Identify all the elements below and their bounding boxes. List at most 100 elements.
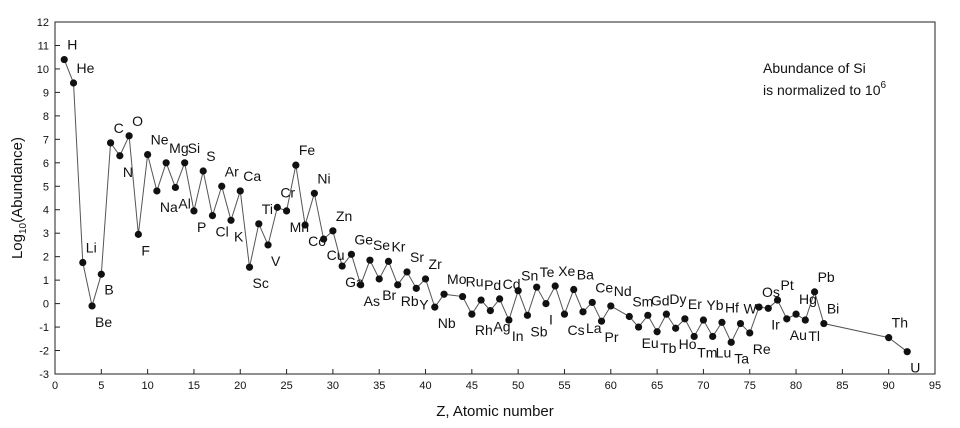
data-point-Rb xyxy=(394,281,402,289)
element-label-I: I xyxy=(549,312,553,328)
data-point-Ag xyxy=(486,307,494,315)
element-label-Cr: Cr xyxy=(280,184,295,200)
data-point-Hg xyxy=(792,310,800,318)
element-label-Rb: Rb xyxy=(401,293,419,309)
x-axis-ticks: 0 5 10 15 20 25 30 35 40 45 50 55 60 65 70 75 80 85 90 95 xyxy=(52,369,941,392)
data-point-Sm xyxy=(625,312,633,321)
data-point-Mo xyxy=(440,290,448,298)
data-point-U xyxy=(903,348,911,356)
element-label-Cs: Cs xyxy=(567,322,584,338)
y-tick-label: 12 xyxy=(37,17,49,29)
element-label-Ge: Ge xyxy=(354,231,373,247)
element-label-Kr: Kr xyxy=(391,238,405,254)
element-label-K: K xyxy=(234,228,244,244)
element-label-Na: Na xyxy=(160,199,178,215)
data-point-Sb xyxy=(523,311,532,319)
x-tick-label: 40 xyxy=(419,380,431,392)
element-label-Sn: Sn xyxy=(521,268,538,284)
data-point-Er xyxy=(681,315,689,323)
y-tick-label: 11 xyxy=(38,40,49,52)
data-point-Yb xyxy=(699,316,708,324)
normalization-note-line1: Abundance of Si xyxy=(763,60,866,76)
x-tick-label: 70 xyxy=(697,380,709,392)
data-point-Eu xyxy=(634,323,643,331)
y-tick-label: 5 xyxy=(43,181,49,193)
element-label-Mg: Mg xyxy=(169,140,188,156)
x-tick-label: 5 xyxy=(98,380,104,392)
data-point-I xyxy=(542,300,550,308)
element-label-La: La xyxy=(586,320,602,336)
element-label-In: In xyxy=(512,328,524,344)
element-label-F: F xyxy=(141,242,150,258)
data-point-Mg xyxy=(162,159,170,167)
data-point-H xyxy=(60,55,68,64)
element-label-Cd: Cd xyxy=(503,276,521,292)
element-label-Sc: Sc xyxy=(253,275,269,291)
x-tick-label: 35 xyxy=(373,380,385,392)
element-label-Nd: Nd xyxy=(614,283,632,299)
x-tick-label: 0 xyxy=(52,380,58,392)
data-point-F xyxy=(134,230,142,238)
x-tick-label: 25 xyxy=(280,380,292,392)
element-label-Tb: Tb xyxy=(660,340,677,356)
normalization-note-text: is normalized to 10 xyxy=(763,82,881,98)
element-label-As: As xyxy=(364,293,380,309)
element-label-Xe: Xe xyxy=(558,263,575,279)
element-label-Os: Os xyxy=(762,284,780,300)
x-tick-label: 45 xyxy=(466,380,478,392)
y-tick-label: -1 xyxy=(39,322,49,334)
data-point-Pd xyxy=(477,296,485,304)
data-point-Dy xyxy=(662,310,670,318)
data-point-Tb xyxy=(653,328,661,336)
element-label-Tm: Tm xyxy=(697,344,717,360)
element-label-Al: Al xyxy=(178,195,190,211)
x-tick-label: 20 xyxy=(234,380,246,392)
element-label-Pb: Pb xyxy=(818,269,835,285)
x-tick-label: 50 xyxy=(512,380,524,392)
data-point-Tl xyxy=(801,316,809,324)
element-label-Mo: Mo xyxy=(447,271,467,287)
data-point-Bi xyxy=(820,319,828,328)
element-label-Ba: Ba xyxy=(577,267,594,283)
data-point-Ba xyxy=(570,285,578,294)
y-axis-title-rest: (Abundance) xyxy=(9,137,26,223)
element-label-Tl: Tl xyxy=(808,328,820,344)
x-axis-title: Z, Atomic number xyxy=(436,403,554,420)
data-point-N xyxy=(116,152,124,160)
data-point-Cd xyxy=(496,295,504,303)
normalization-note-line2: is normalized to 106 xyxy=(763,80,887,98)
element-label-P: P xyxy=(197,219,206,235)
data-point-Rh xyxy=(468,310,476,318)
plot-frame xyxy=(54,21,936,375)
element-label-Hg: Hg xyxy=(799,291,817,307)
data-point-Ce xyxy=(588,298,596,307)
x-tick-label: 75 xyxy=(744,380,756,392)
data-point-Kr xyxy=(384,257,393,265)
x-tick-label: 55 xyxy=(558,380,570,392)
x-tick-label: 65 xyxy=(651,380,663,392)
data-point-Zr xyxy=(421,275,430,283)
y-tick-label: 8 xyxy=(43,111,49,123)
y-tick-label: -2 xyxy=(39,346,49,358)
element-label-Ga: Ga xyxy=(345,274,364,290)
data-point-Fe xyxy=(292,161,300,169)
x-tick-label: 10 xyxy=(142,380,154,392)
data-point-Cu xyxy=(320,235,328,243)
data-point-K xyxy=(227,216,235,224)
data-point-Y xyxy=(412,284,420,292)
element-label-Er: Er xyxy=(688,296,702,312)
y-tick-label: 6 xyxy=(43,158,49,170)
y-tick-label: 9 xyxy=(43,87,49,99)
data-point-B xyxy=(97,270,105,278)
data-point-Nd xyxy=(607,302,615,310)
data-point-Ru xyxy=(458,292,467,301)
element-label-Ar: Ar xyxy=(225,163,239,179)
element-label-U: U xyxy=(910,360,920,376)
element-label-O: O xyxy=(132,113,143,129)
y-axis-title: Log10(Abundance) xyxy=(9,137,29,259)
data-point-Te xyxy=(533,283,541,291)
y-tick-label: -3 xyxy=(39,369,49,381)
element-label-Ti: Ti xyxy=(262,201,273,217)
element-label-Rh: Rh xyxy=(475,322,493,338)
data-point-Th xyxy=(885,334,893,342)
